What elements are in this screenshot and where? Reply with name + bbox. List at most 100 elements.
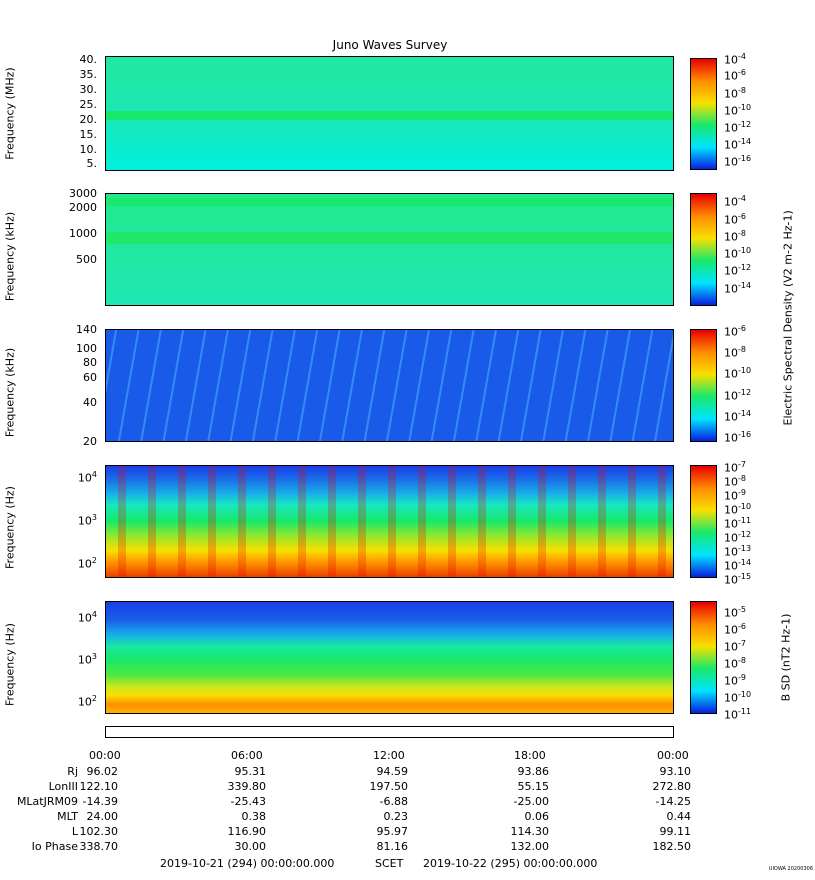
row-label: MLT: [57, 810, 78, 823]
cell: 116.90: [227, 825, 267, 838]
y-axis-label-2: Frequency (kHz): [3, 211, 17, 302]
y-axis-label-1: Frequency (MHz): [3, 67, 17, 160]
cell: 0.44: [666, 810, 692, 823]
colorbar-tick: 10-12: [724, 388, 752, 403]
spectrogram-3: [105, 329, 674, 442]
y-tick: 30.: [79, 83, 98, 96]
cell: 102.30: [79, 825, 119, 838]
colorbar-tick: 10-10: [724, 502, 752, 517]
cell: -25.43: [230, 795, 266, 808]
cell: 24.00: [86, 810, 119, 823]
y-tick: 35.: [79, 68, 98, 81]
colorbar-tick: 10-6: [724, 212, 746, 227]
colorbar-1: [690, 58, 717, 170]
cell: 272.80: [652, 780, 692, 793]
y-tick: 102: [77, 694, 97, 709]
scet-label: SCET: [375, 857, 404, 870]
colorbar-tick: 10-8: [724, 229, 746, 244]
row-label: Io Phase: [31, 840, 78, 853]
cell: 30.00: [234, 840, 267, 853]
colorbar-tick: 10-16: [724, 430, 752, 445]
colorbar-tick: 10-12: [724, 263, 752, 278]
y-tick: 20.: [79, 113, 98, 126]
colorbar-tick: 10-6: [724, 68, 746, 83]
row-label: L: [71, 825, 78, 838]
y-tick: 20: [83, 435, 97, 448]
y-tick: 103: [77, 513, 97, 528]
cell: 81.16: [376, 840, 409, 853]
y-tick: 60: [83, 371, 97, 384]
cell: 95.31: [234, 765, 267, 778]
colorbar-tick: 10-10: [724, 103, 752, 118]
colorbar-label-magnetic: B SD (nT2 Hz-1): [779, 613, 793, 702]
colorbar-tick: 10-16: [724, 154, 752, 169]
cell: 114.30: [510, 825, 550, 838]
colorbar-tick: 10-7: [724, 639, 746, 654]
colorbar-label-electric: Electric Spectral Density (V2 m-2 Hz-1): [781, 210, 795, 426]
y-tick: 102: [77, 556, 97, 571]
cell: -14.39: [82, 795, 118, 808]
cell: 55.15: [517, 780, 550, 793]
y-tick: 5.: [86, 157, 98, 170]
y-tick: 103: [77, 652, 97, 667]
time-tick: 12:00: [373, 749, 405, 762]
cell: -6.88: [379, 795, 408, 808]
colorbar-tick: 10-10: [724, 246, 752, 261]
cell: 182.50: [652, 840, 692, 853]
row-label: MLatJRM09: [16, 795, 78, 808]
cell: 338.70: [79, 840, 119, 853]
cell: 122.10: [79, 780, 119, 793]
colorbar-tick: 10-7: [724, 460, 746, 475]
colorbar-tick: 10-12: [724, 530, 752, 545]
cell: 99.11: [659, 825, 692, 838]
y-tick: 1000: [69, 227, 97, 240]
y-tick: 100: [76, 342, 97, 355]
time-tick: 06:00: [231, 749, 263, 762]
cell: 94.59: [376, 765, 409, 778]
colorbar-tick: 10-4: [724, 194, 746, 209]
colorbar-tick: 10-10: [724, 366, 752, 381]
colorbar-tick: 10-8: [724, 656, 746, 671]
cell: -25.00: [513, 795, 549, 808]
colorbar-5: [690, 601, 717, 714]
colorbar-tick: 10-14: [724, 558, 752, 573]
y-tick: 25.: [79, 98, 98, 111]
y-tick: 3000: [69, 187, 97, 200]
cell: 93.10: [659, 765, 692, 778]
y-tick: 40: [83, 396, 97, 409]
cell: 93.86: [517, 765, 550, 778]
time-axis: [105, 726, 674, 738]
cell: 0.38: [241, 810, 267, 823]
y-tick: 104: [77, 610, 97, 625]
colorbar-tick: 10-8: [724, 86, 746, 101]
colorbar-3: [690, 329, 717, 442]
colorbar-tick: 10-13: [724, 544, 752, 559]
y-tick: 140: [76, 323, 97, 336]
colorbar-tick: 10-12: [724, 120, 752, 135]
colorbar-2: [690, 193, 717, 306]
cell: 95.97: [376, 825, 409, 838]
colorbar-tick: 10-14: [724, 409, 752, 424]
cell: 339.80: [227, 780, 267, 793]
stamp: UIOWA 20200306: [768, 866, 813, 872]
y-tick: 40.: [79, 53, 98, 66]
y-axis-label-4: Frequency (Hz): [3, 486, 17, 569]
colorbar-tick: 10-9: [724, 488, 746, 503]
colorbar-tick: 10-10: [724, 690, 752, 705]
row-label: Rj: [67, 765, 78, 778]
cell: 197.50: [369, 780, 409, 793]
row-label: LonIII: [48, 780, 78, 793]
colorbar-tick: 10-9: [724, 673, 746, 688]
colorbar-tick: 10-4: [724, 52, 746, 67]
cell: 132.00: [510, 840, 550, 853]
y-tick: 2000: [69, 201, 97, 214]
y-axis-label-3: Frequency (kHz): [3, 347, 17, 438]
cell: 0.23: [383, 810, 409, 823]
cell: -14.25: [655, 795, 691, 808]
spectrogram-1: [105, 56, 674, 171]
colorbar-tick: 10-14: [724, 137, 752, 152]
y-tick: 104: [77, 470, 97, 485]
colorbar-tick: 10-15: [724, 572, 752, 587]
time-tick: 18:00: [514, 749, 546, 762]
colorbar-tick: 10-8: [724, 474, 746, 489]
